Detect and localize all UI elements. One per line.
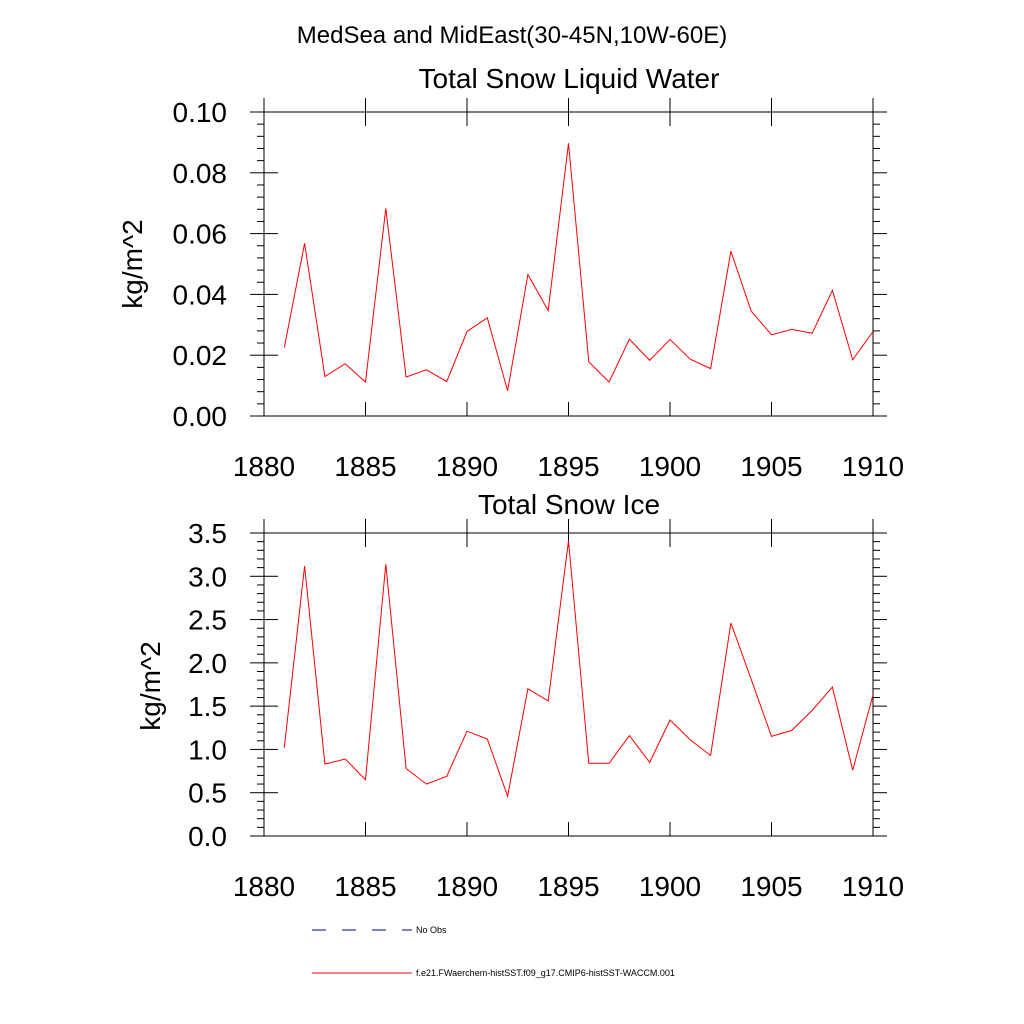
y-tick-label: 0.08 xyxy=(173,158,228,189)
x-tick-label: 1890 xyxy=(436,871,498,902)
x-tick-label: 1900 xyxy=(639,451,701,482)
y-tick-label: 1.5 xyxy=(188,691,227,722)
y-tick-label: 0.04 xyxy=(173,279,228,310)
y-tick-label: 2.0 xyxy=(188,648,227,679)
figure-suptitle: MedSea and MidEast(30-45N,10W-60E) xyxy=(297,22,727,49)
legend-label-model: f.e21.FWaerchem-histSST.f09_g17.CMIP6-hi… xyxy=(416,968,675,978)
panel-snow-ice: Total Snow Ice kg/m^2 1880 1885 1890 1895 19… xyxy=(135,489,904,902)
x-tick-label: 1880 xyxy=(233,871,295,902)
y-tick-label: 2.5 xyxy=(188,605,227,636)
y-tick-label: 0.00 xyxy=(173,401,228,432)
x-tick-label: 1880 xyxy=(233,451,295,482)
x-tick-label: 1895 xyxy=(537,871,599,902)
chart-title: Total Snow Liquid Water xyxy=(419,63,720,94)
series-line xyxy=(283,540,873,799)
x-tick-label: 1885 xyxy=(334,451,396,482)
y-tick-label: 0.0 xyxy=(188,821,227,852)
y-tick-label: 0.02 xyxy=(173,340,228,371)
panel-snow-liquid-water: Total Snow Liquid Water kg/m^2 1880 1885 1… xyxy=(117,63,904,482)
x-tick-label: 1885 xyxy=(334,871,396,902)
plot-frame xyxy=(263,532,874,837)
series-line xyxy=(283,143,873,391)
x-tick-label: 1910 xyxy=(842,451,904,482)
x-tick-label: 1905 xyxy=(740,871,802,902)
y-tick-label: 3.5 xyxy=(188,518,227,549)
y-axis-label: kg/m^2 xyxy=(135,641,166,730)
x-tick-label: 1890 xyxy=(436,451,498,482)
y-tick-label: 1.0 xyxy=(188,734,227,765)
y-tick-label: 0.10 xyxy=(173,97,228,128)
x-tick-label: 1910 xyxy=(842,871,904,902)
x-tick-label: 1900 xyxy=(639,871,701,902)
legend: No Obs f.e21.FWaerchem-histSST.f09_g17.C… xyxy=(312,925,675,978)
plot-frame xyxy=(263,111,874,417)
y-tick-label: 0.5 xyxy=(188,778,227,809)
chart-title: Total Snow Ice xyxy=(478,489,660,520)
x-tick-label: 1905 xyxy=(740,451,802,482)
y-axis-label: kg/m^2 xyxy=(117,219,148,308)
y-tick-label: 3.0 xyxy=(188,561,227,592)
y-tick-label: 0.06 xyxy=(173,219,228,250)
legend-label-no-obs: No Obs xyxy=(416,925,447,935)
x-tick-label: 1895 xyxy=(537,451,599,482)
